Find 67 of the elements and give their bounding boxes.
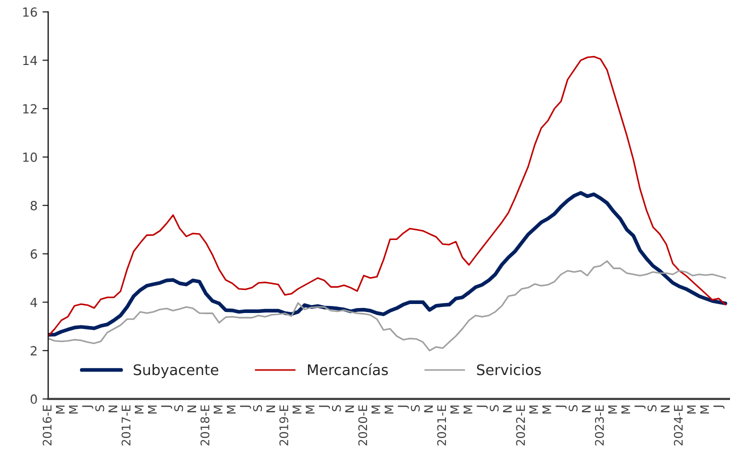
x-tick-label: M (372, 406, 380, 414)
x-tick-label: N (582, 406, 591, 412)
x-tick-label: M (542, 406, 552, 414)
x-tick-label: S (410, 405, 420, 412)
x-tick-label: S (174, 405, 184, 412)
x-tick-label: M (687, 406, 696, 414)
x-tick-label: 2022-E (516, 405, 525, 446)
y-tick-label: 8 (30, 200, 37, 210)
x-tick-label: M (56, 406, 65, 414)
x-tick-label: M (134, 406, 144, 414)
y-tick-label: 12 (23, 104, 37, 114)
x-tick-label: S (490, 405, 499, 412)
x-tick-label: 2016-E (42, 405, 52, 446)
x-tick-label: S (568, 405, 578, 412)
y-tick-label: 16 (23, 7, 37, 17)
x-tick-label: 2017-E (122, 405, 131, 446)
x-tick-label: J (398, 406, 409, 409)
x-tick-label: J (634, 406, 646, 409)
x-tick-label: 2018-E (200, 405, 210, 446)
line-series (48, 260, 726, 352)
x-tick-label: J (556, 406, 567, 409)
x-tick-label: M (700, 406, 709, 414)
y-tick-label: 14 (23, 56, 38, 66)
x-tick-label: N (108, 406, 118, 412)
x-tick-label: M (450, 406, 460, 414)
x-tick-label: M (384, 406, 394, 414)
x-tick-label: J (240, 406, 252, 409)
x-tick-label: J (476, 406, 488, 409)
line-series (48, 56, 726, 337)
x-tick-label: N (660, 406, 670, 412)
x-tick-label: N (503, 406, 512, 412)
x-tick-label: M (621, 406, 630, 414)
y-tick-label: 4 (30, 298, 38, 307)
x-tick-label: J (713, 406, 724, 409)
x-tick-label: J (318, 406, 330, 409)
x-tick-label: 2019-E (279, 405, 288, 446)
line-series (48, 191, 728, 337)
x-tick-label: 2021-E (437, 405, 446, 446)
x-tick-label: S (253, 405, 262, 412)
x-tick-label: M (214, 406, 222, 414)
x-tick-label: 2024-E (674, 405, 683, 446)
legend-label: Subyacente (134, 364, 218, 378)
x-tick-label: S (332, 405, 341, 412)
y-tick-label: 10 (23, 152, 37, 162)
x-tick-label: J (161, 406, 172, 409)
x-tick-label: M (529, 406, 538, 414)
y-tick-label: 6 (30, 249, 37, 259)
x-tick-label: N (187, 406, 196, 412)
y-tick-label: 2 (30, 346, 37, 356)
x-tick-label: N (345, 406, 354, 412)
x-tick-label: M (292, 406, 302, 414)
x-tick-label: M (608, 406, 617, 414)
legend-label: Servicios (477, 364, 541, 376)
y-tick-label: 0 (30, 394, 37, 404)
x-tick-label: 2020-E (358, 405, 368, 446)
x-tick-label: J (82, 406, 94, 409)
x-tick-label: M (69, 406, 78, 414)
x-tick-label: M (306, 406, 314, 414)
x-tick-label: S (95, 405, 104, 412)
x-tick-label: M (464, 406, 472, 414)
x-tick-label: M (226, 406, 236, 414)
x-tick-label: N (266, 406, 275, 412)
x-tick-label: M (148, 406, 157, 414)
x-tick-label: N (424, 406, 433, 412)
x-tick-label: 2023-E (594, 405, 604, 446)
legend-label: Mercancías (308, 363, 388, 376)
x-tick-label: S (648, 405, 656, 412)
